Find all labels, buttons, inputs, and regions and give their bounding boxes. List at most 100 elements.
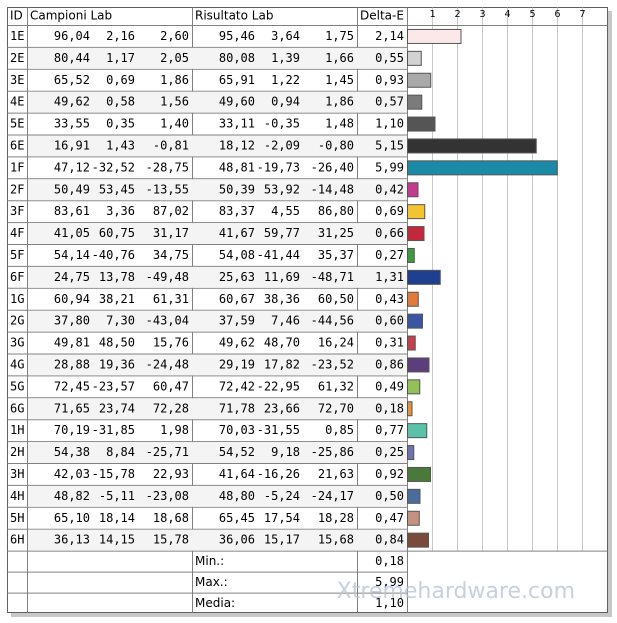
summary-value: 0,18	[375, 554, 404, 568]
row-id: 1E	[10, 29, 24, 43]
campioni-value: 23,74	[99, 401, 135, 415]
risultato-value: 0,94	[271, 95, 300, 109]
risultato-value: 16,24	[318, 336, 354, 350]
row-id: 3G	[10, 336, 24, 350]
campioni-value: 1,86	[160, 73, 189, 87]
bar	[407, 138, 537, 154]
row-shade	[28, 310, 407, 332]
delta-e-value: 0,84	[375, 533, 404, 547]
risultato-value: 1,48	[325, 117, 354, 131]
bar	[407, 488, 421, 504]
risultato-value: 48,70	[264, 336, 300, 350]
row-shade	[28, 354, 407, 376]
risultato-value: 41,64	[219, 467, 255, 481]
row-shade	[28, 485, 407, 507]
risultato-value: 70,03	[219, 423, 255, 437]
bar	[407, 226, 425, 242]
risultato-value: -16,26	[257, 467, 300, 481]
campioni-value: 1,98	[160, 423, 189, 437]
delta-e-value: 0,47	[375, 511, 404, 525]
delta-e-value: 0,25	[375, 445, 404, 459]
risultato-value: 4,55	[271, 204, 300, 218]
campioni-value: -28,75	[146, 160, 189, 174]
risultato-value: -0,80	[318, 138, 354, 152]
bar	[407, 50, 422, 66]
risultato-value: 72,42	[219, 379, 255, 393]
risultato-value: 36,06	[219, 533, 255, 547]
risultato-value: 50,39	[219, 182, 255, 196]
campioni-value: -0,81	[153, 138, 189, 152]
risultato-value: 15,68	[318, 533, 354, 547]
row-id: 6F	[10, 270, 24, 284]
campioni-value: 19,36	[99, 357, 135, 371]
row-shade	[28, 223, 407, 244]
risultato-value: 48,80	[219, 489, 255, 503]
campioni-value: -31,85	[92, 423, 135, 437]
row-id: 1H	[10, 423, 24, 437]
campioni-value: -13,55	[146, 182, 189, 196]
campioni-value: 7,30	[106, 314, 135, 328]
bar	[407, 160, 558, 176]
campioni-value: 14,15	[99, 533, 135, 547]
row-id: 4H	[10, 489, 24, 503]
risultato-value: 1,75	[325, 29, 354, 43]
risultato-value: 1,66	[325, 51, 354, 65]
risultato-value: -14,48	[311, 182, 354, 196]
bar	[407, 466, 431, 482]
risultato-value: -24,17	[311, 489, 354, 503]
delta-e-value: 0,93	[375, 73, 404, 87]
campioni-value: 15,78	[153, 533, 189, 547]
row-id: 2E	[10, 51, 24, 65]
campioni-value: 54,14	[54, 248, 90, 262]
delta-e-value: 2,14	[375, 29, 404, 43]
bar	[407, 28, 462, 44]
campioni-value: 28,88	[54, 357, 90, 371]
row-id: 4E	[10, 95, 24, 109]
risultato-value: 38,36	[264, 292, 300, 306]
campioni-value: 2,60	[160, 29, 189, 43]
risultato-value: 54,52	[219, 445, 255, 459]
header-delta-e: Delta-E	[360, 9, 404, 23]
risultato-value: 86,80	[318, 204, 354, 218]
header-id: ID	[10, 9, 23, 23]
campioni-value: 83,61	[54, 204, 90, 218]
delta-e-value: 1,10	[375, 117, 404, 131]
x-tick-label: 4	[504, 9, 510, 20]
risultato-value: 41,67	[219, 226, 255, 240]
x-tick-label: 7	[579, 9, 585, 20]
risultato-value: 95,46	[219, 29, 255, 43]
x-tick-label: 2	[454, 9, 460, 20]
risultato-value: 3,64	[271, 29, 300, 43]
risultato-value: -22,95	[257, 379, 300, 393]
row-id: 1F	[10, 160, 24, 174]
risultato-value: -19,73	[257, 160, 300, 174]
campioni-value: 65,10	[54, 511, 90, 525]
risultato-value: 71,78	[219, 401, 255, 415]
header-risultato: Risultato Lab	[195, 9, 273, 23]
risultato-value: 31,25	[318, 226, 354, 240]
risultato-value: -25,86	[311, 445, 354, 459]
campioni-value: 1,40	[160, 117, 189, 131]
campioni-value: 96,04	[54, 29, 90, 43]
risultato-value: -23,52	[311, 357, 354, 371]
campioni-value: 15,76	[153, 336, 189, 350]
campioni-value: -43,04	[146, 314, 189, 328]
risultato-value: 1,22	[271, 73, 300, 87]
campioni-value: 47,12	[54, 160, 90, 174]
risultato-value: -41,44	[257, 248, 300, 262]
bar	[407, 247, 415, 263]
risultato-value: 33,11	[219, 117, 255, 131]
delta-e-value: 0,57	[375, 95, 404, 109]
risultato-value: 37,59	[219, 314, 255, 328]
summary-label: Min.:	[195, 554, 224, 568]
campioni-value: 38,21	[99, 292, 135, 306]
campioni-value: 2,16	[106, 29, 135, 43]
campioni-value: 49,62	[54, 95, 90, 109]
campioni-value: 87,02	[153, 204, 189, 218]
campioni-value: -15,78	[92, 467, 135, 481]
campioni-value: -24,48	[146, 357, 189, 371]
summary-label: Max.:	[195, 575, 228, 589]
risultato-value: 7,46	[271, 314, 300, 328]
summary-label: Media:	[195, 596, 235, 610]
